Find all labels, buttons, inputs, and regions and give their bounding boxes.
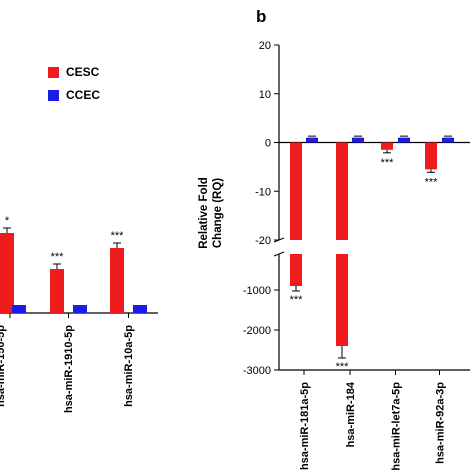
panel-b-ylabel-line1: Relative Fold xyxy=(198,177,210,249)
panel-b-bar-ccec xyxy=(442,137,454,143)
panel-b-significance: *** xyxy=(336,361,350,373)
panel-b-y-tick-label: -10 xyxy=(255,186,271,198)
panel-b-axis-break-mark xyxy=(273,251,285,257)
panel-b-bar-ccec xyxy=(352,137,364,143)
panel-a-category-label: hsa-miR-10a-5p xyxy=(123,325,135,407)
panel-a-bar-cesc xyxy=(110,248,124,313)
panel-b-category-label: hsa-miR-let7a-5p xyxy=(391,382,403,471)
panel-b-bar-cesc-lower xyxy=(290,254,302,286)
panel-a-bar-ccec xyxy=(133,305,147,313)
panel-b-significance: *** xyxy=(425,176,439,188)
panel-b-bar-cesc xyxy=(381,142,393,150)
panel-b-y-tick-label: 20 xyxy=(259,40,271,52)
panel-a-significance: *** xyxy=(51,251,65,263)
panel-b-significance: *** xyxy=(381,157,395,169)
panel-a-bar-ccec xyxy=(73,305,87,313)
panel-a-bar-ccec xyxy=(12,305,26,313)
panel-b-ylabel-line2: Change (RQ) xyxy=(212,178,224,248)
panel-b-category-label: hsa-miR-184 xyxy=(345,381,357,447)
panel-a-category-label: hsa-miR-1910-5p xyxy=(63,325,75,413)
panel-b-bar-ccec xyxy=(398,137,410,143)
legend-label-ccec: CCEC xyxy=(66,88,100,102)
panel-a: * hsa-miR-150-5p *** hsa-miR-1910-5p *** hsa-… xyxy=(0,215,158,413)
panel-b-y-tick-label: 0 xyxy=(265,138,271,150)
panel-b-bar-cesc-upper xyxy=(290,142,302,240)
panel-b-bar-cesc-lower xyxy=(336,254,348,346)
panel-b-y-tick-label: -20 xyxy=(255,235,271,247)
panel-b-axis-break-mark xyxy=(273,237,285,243)
legend-swatch-ccec xyxy=(48,90,59,101)
panel-b-significance: *** xyxy=(290,294,304,306)
panel-a-significance: *** xyxy=(111,230,125,242)
panel-b-y-tick-label: -3000 xyxy=(243,365,271,377)
panel-b-y-tick-label: -2000 xyxy=(243,325,271,337)
panel-a-category-label: hsa-miR-150-5p xyxy=(0,325,7,407)
panel-b-bar-ccec xyxy=(306,137,318,143)
legend-label-cesc: CESC xyxy=(66,65,100,79)
panel-b-bar-cesc xyxy=(425,142,437,170)
legend-swatch-cesc xyxy=(48,67,59,78)
panel-a-bar-cesc xyxy=(50,269,64,313)
panel-b: 20 10 0 -10 -20 -1000 -2000 -3000 Relative Fold C… xyxy=(198,40,470,471)
panel-a-bar-cesc xyxy=(0,233,14,313)
panel-b-category-label: hsa-miR-92a-3p xyxy=(435,382,447,464)
panel-b-y-tick-label: 10 xyxy=(259,89,271,101)
panel-b-bar-cesc-upper xyxy=(336,142,348,240)
panel-b-category-label: hsa-miR-181a-5p xyxy=(299,382,311,470)
panel-b-letter: b xyxy=(256,7,266,26)
panel-a-significance: * xyxy=(5,215,10,227)
legend: CESC CCEC xyxy=(48,65,100,102)
panel-b-y-tick-label: -1000 xyxy=(243,285,271,297)
